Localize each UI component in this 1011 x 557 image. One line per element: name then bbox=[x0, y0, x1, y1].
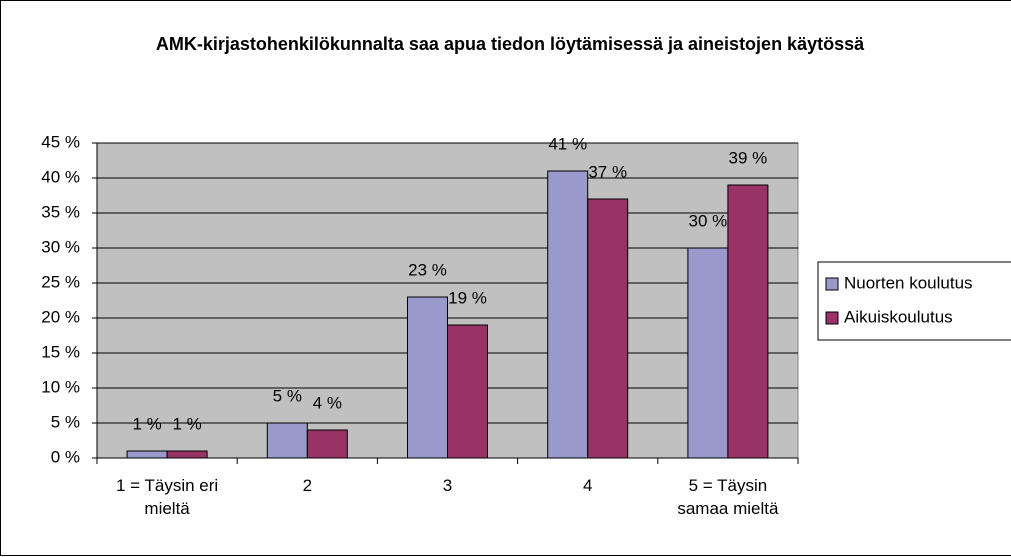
y-tick-label: 0 % bbox=[51, 447, 80, 466]
legend-label: Nuorten koulutus bbox=[844, 273, 973, 292]
legend-swatch bbox=[825, 277, 839, 291]
x-tick-label: 4 bbox=[582, 476, 593, 495]
bar bbox=[687, 247, 729, 459]
y-tick-label: 45 % bbox=[41, 132, 80, 151]
data-label: 5 % bbox=[273, 386, 302, 405]
data-label: 39 % bbox=[729, 148, 768, 167]
legend-swatch bbox=[825, 311, 839, 325]
legend-box bbox=[817, 261, 1011, 341]
data-label: 19 % bbox=[448, 288, 487, 307]
legend-label: Aikuiskoulutus bbox=[844, 307, 953, 326]
bar bbox=[166, 450, 208, 459]
x-tick-label: 1 = Täysin eri mieltä bbox=[115, 476, 219, 518]
data-label: 1 % bbox=[172, 414, 201, 433]
bar bbox=[727, 184, 769, 459]
data-label: 30 % bbox=[689, 211, 728, 230]
data-label: 23 % bbox=[408, 260, 447, 279]
x-tick-label: 3 bbox=[442, 476, 453, 495]
bar bbox=[306, 429, 348, 459]
bar bbox=[447, 324, 488, 459]
data-label: 4 % bbox=[313, 393, 342, 412]
y-tick-label: 30 % bbox=[41, 237, 80, 256]
bar bbox=[407, 296, 448, 459]
y-tick-label: 35 % bbox=[41, 202, 80, 221]
y-tick-label: 25 % bbox=[41, 272, 80, 291]
data-label: 37 % bbox=[588, 162, 627, 181]
x-tick-label: 2 bbox=[302, 476, 313, 495]
chart-title: AMK-kirjastohenkilökunnalta saa apua tie… bbox=[155, 34, 865, 54]
x-tick-label: 5 = Täysin samaa mieltä bbox=[677, 476, 779, 518]
data-label: 41 % bbox=[548, 134, 587, 153]
y-tick-label: 5 % bbox=[51, 412, 80, 431]
y-tick-label: 40 % bbox=[41, 167, 80, 186]
y-tick-label: 10 % bbox=[41, 377, 80, 396]
bar bbox=[126, 450, 168, 459]
y-tick-label: 20 % bbox=[41, 307, 80, 326]
bar bbox=[547, 170, 589, 459]
data-label: 1 % bbox=[132, 414, 161, 433]
y-tick-label: 15 % bbox=[41, 342, 80, 361]
bar bbox=[266, 422, 308, 459]
bar bbox=[587, 198, 629, 459]
